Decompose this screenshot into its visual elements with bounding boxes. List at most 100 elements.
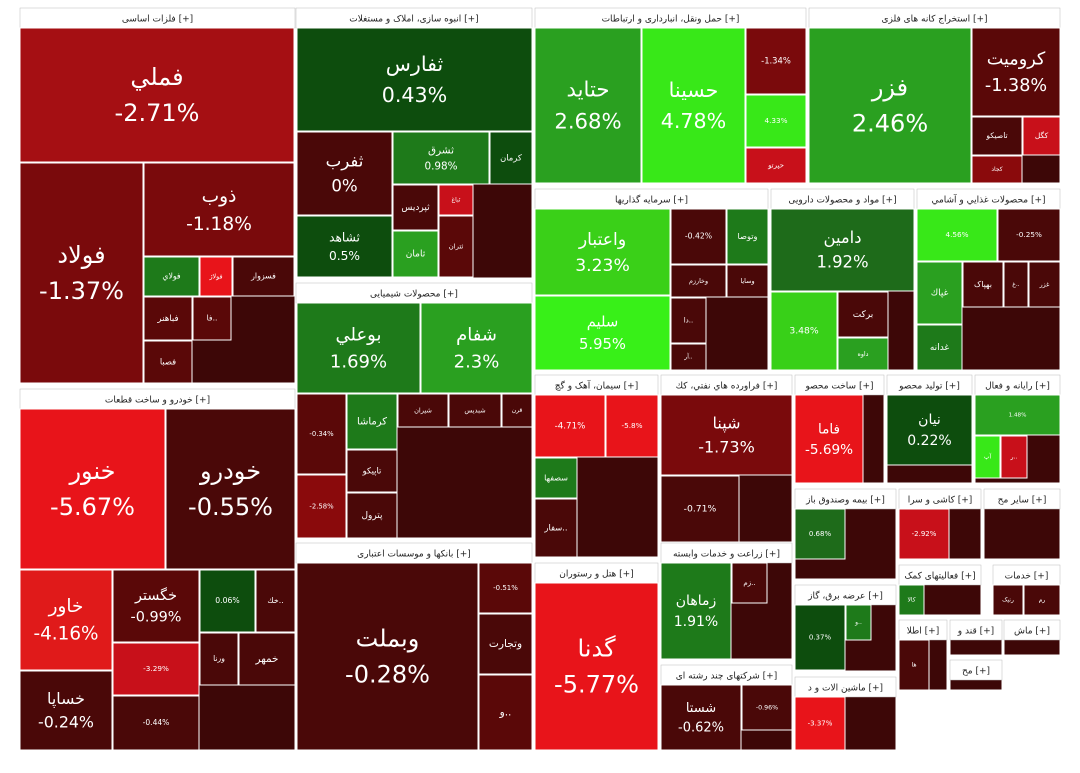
sector-title[interactable]: عرضه برق، گاز [+] <box>807 590 883 602</box>
stock-tile[interactable] <box>19 408 166 570</box>
sector-title[interactable]: ماش [+] <box>1014 627 1050 637</box>
sector-title[interactable]: مواد و محصولات دارویی [+] <box>788 196 896 206</box>
sector-header[interactable] <box>949 619 1003 641</box>
sector-title[interactable]: هتل و رستوران [+] <box>559 570 634 580</box>
sector-title[interactable]: سایر مح [+] <box>998 496 1047 506</box>
stock-tile[interactable] <box>112 569 200 643</box>
stock-tile[interactable] <box>1022 116 1061 156</box>
sector-title[interactable]: خودرو و ساخت قطعات [+] <box>105 396 210 406</box>
stock-tile[interactable] <box>112 695 200 751</box>
stock-tile[interactable] <box>670 264 727 298</box>
stock-tile[interactable] <box>296 474 347 539</box>
stock-tile[interactable] <box>296 27 533 132</box>
stock-tile[interactable] <box>19 162 144 384</box>
sector-title[interactable]: بانکها و موسسات اعتباری [+] <box>357 550 471 560</box>
stock-tile[interactable] <box>770 208 915 292</box>
stock-tile[interactable] <box>346 393 398 450</box>
sector-title[interactable]: کاشی و سرا [+] <box>908 496 973 506</box>
sector-title[interactable]: مح [+] <box>962 667 990 677</box>
stock-tile[interactable] <box>808 27 972 184</box>
stock-tile[interactable] <box>346 492 398 539</box>
stock-tile[interactable] <box>392 184 439 231</box>
stock-tile[interactable] <box>534 208 671 296</box>
sector-title[interactable]: حمل ونقل، انبارداری و ارتباطات [+] <box>602 15 740 25</box>
stock-tile[interactable] <box>238 632 296 686</box>
stock-tile[interactable] <box>346 449 398 493</box>
stock-tile[interactable] <box>534 457 578 499</box>
stock-tile[interactable] <box>660 562 732 660</box>
stock-tile[interactable] <box>916 324 963 371</box>
stock-tile[interactable] <box>296 131 393 216</box>
stock-tile[interactable] <box>501 393 533 428</box>
stock-tile[interactable] <box>837 337 889 371</box>
stock-tile[interactable] <box>605 394 659 458</box>
sector-title[interactable]: ماشین الات و د [+] <box>808 684 883 694</box>
stock-tile[interactable] <box>199 632 239 686</box>
stock-tile[interactable] <box>478 613 533 675</box>
sector-title[interactable]: محصولات غذايي و آشامي [+] <box>931 194 1045 206</box>
stock-tile[interactable] <box>741 684 793 731</box>
stock-tile[interactable] <box>296 215 393 278</box>
sector-title[interactable]: انبوه سازی، املاک و مستغلات [+] <box>349 14 478 25</box>
stock-tile[interactable] <box>392 230 439 278</box>
sector-header[interactable] <box>949 659 1003 681</box>
stock-tile[interactable] <box>794 508 846 560</box>
stock-tile[interactable] <box>898 508 950 560</box>
stock-tile[interactable] <box>641 27 746 184</box>
stock-tile[interactable] <box>296 562 479 751</box>
stock-tile[interactable] <box>296 393 347 475</box>
stock-tile[interactable] <box>478 562 533 614</box>
stock-tile[interactable] <box>397 393 449 428</box>
stock-tile[interactable] <box>143 256 200 297</box>
stock-tile[interactable] <box>296 302 421 394</box>
stock-tile[interactable] <box>837 291 889 338</box>
stock-tile[interactable] <box>726 264 769 298</box>
stock-tile[interactable] <box>745 147 807 184</box>
stock-tile[interactable] <box>534 498 578 558</box>
stock-tile[interactable] <box>448 393 502 428</box>
stock-tile[interactable] <box>143 340 193 384</box>
stock-tile[interactable] <box>898 584 925 616</box>
stock-tile[interactable] <box>971 116 1023 156</box>
stock-tile[interactable] <box>1000 435 1028 479</box>
sector-header[interactable] <box>983 488 1061 510</box>
stock-tile[interactable] <box>845 604 872 641</box>
stock-tile[interactable] <box>745 27 807 95</box>
stock-tile[interactable] <box>438 215 474 278</box>
stock-tile[interactable] <box>143 162 295 257</box>
sector-title[interactable]: ساخت محصو [+] <box>804 382 873 392</box>
sector-title[interactable]: بیمه وصندوق باز [+] <box>805 496 885 506</box>
stock-tile[interactable] <box>974 435 1001 479</box>
stock-tile[interactable] <box>19 670 113 751</box>
stock-tile[interactable] <box>660 475 740 543</box>
stock-tile[interactable] <box>255 569 296 633</box>
stock-tile[interactable] <box>420 302 533 394</box>
stock-tile[interactable] <box>726 208 769 265</box>
stock-tile[interactable] <box>534 295 671 371</box>
sector-header[interactable] <box>898 564 982 586</box>
stock-tile[interactable] <box>199 256 233 297</box>
stock-tile[interactable] <box>1028 261 1061 308</box>
stock-tile[interactable] <box>962 261 1004 308</box>
stock-tile[interactable] <box>670 208 727 265</box>
stock-tile[interactable] <box>232 256 295 297</box>
stock-tile[interactable] <box>670 343 707 371</box>
sector-title[interactable]: شرکتهای چند رشته ای [+] <box>676 672 777 682</box>
sector-title[interactable]: سرمایه گذاریها [+] <box>615 194 688 206</box>
sector-title[interactable]: خدمات [+] <box>1005 572 1049 582</box>
stock-tile[interactable] <box>770 291 838 371</box>
stock-tile[interactable] <box>392 131 490 185</box>
stock-tile[interactable] <box>534 27 642 184</box>
stock-tile[interactable] <box>478 674 533 751</box>
stock-tile[interactable] <box>731 562 768 604</box>
sector-title[interactable]: زراعت و خدمات وابسته [+] <box>673 550 780 560</box>
sector-title[interactable]: سیمان، آهک و گچ [+] <box>555 380 638 392</box>
sector-title[interactable]: تولید محصو [+] <box>898 382 960 392</box>
stock-tile[interactable] <box>886 394 973 466</box>
stock-tile[interactable] <box>916 261 963 325</box>
stock-tile[interactable] <box>971 155 1023 184</box>
stock-tile[interactable] <box>660 394 793 476</box>
sector-title[interactable]: محصولات شیمیایی [+] <box>370 290 458 300</box>
sector-title[interactable]: فلزات اساسی [+] <box>122 15 193 25</box>
sector-title[interactable]: فراورده هاي نفتي، كك [+] <box>676 382 778 392</box>
